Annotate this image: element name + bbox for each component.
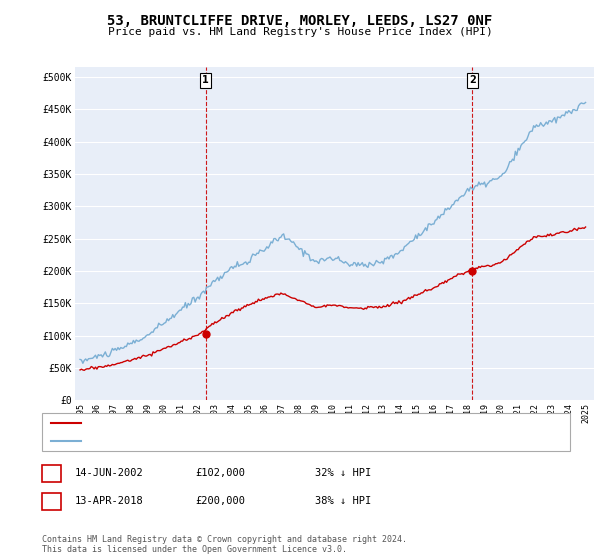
Text: Price paid vs. HM Land Registry's House Price Index (HPI): Price paid vs. HM Land Registry's House … (107, 27, 493, 37)
Text: 53, BRUNTCLIFFE DRIVE, MORLEY, LEEDS, LS27 0NF (detached house): 53, BRUNTCLIFFE DRIVE, MORLEY, LEEDS, LS… (87, 418, 457, 428)
Text: HPI: Average price, detached house, Leeds: HPI: Average price, detached house, Leed… (87, 436, 328, 446)
Text: 38% ↓ HPI: 38% ↓ HPI (315, 496, 371, 506)
Text: 13-APR-2018: 13-APR-2018 (75, 496, 144, 506)
Text: 32% ↓ HPI: 32% ↓ HPI (315, 468, 371, 478)
Text: Contains HM Land Registry data © Crown copyright and database right 2024.
This d: Contains HM Land Registry data © Crown c… (42, 535, 407, 554)
Text: 14-JUN-2002: 14-JUN-2002 (75, 468, 144, 478)
Text: 53, BRUNTCLIFFE DRIVE, MORLEY, LEEDS, LS27 0NF: 53, BRUNTCLIFFE DRIVE, MORLEY, LEEDS, LS… (107, 14, 493, 28)
Text: £200,000: £200,000 (195, 496, 245, 506)
Text: 1: 1 (49, 468, 55, 478)
Text: 2: 2 (49, 496, 55, 506)
Text: £102,000: £102,000 (195, 468, 245, 478)
Text: 1: 1 (202, 75, 209, 85)
Text: 2: 2 (469, 75, 476, 85)
